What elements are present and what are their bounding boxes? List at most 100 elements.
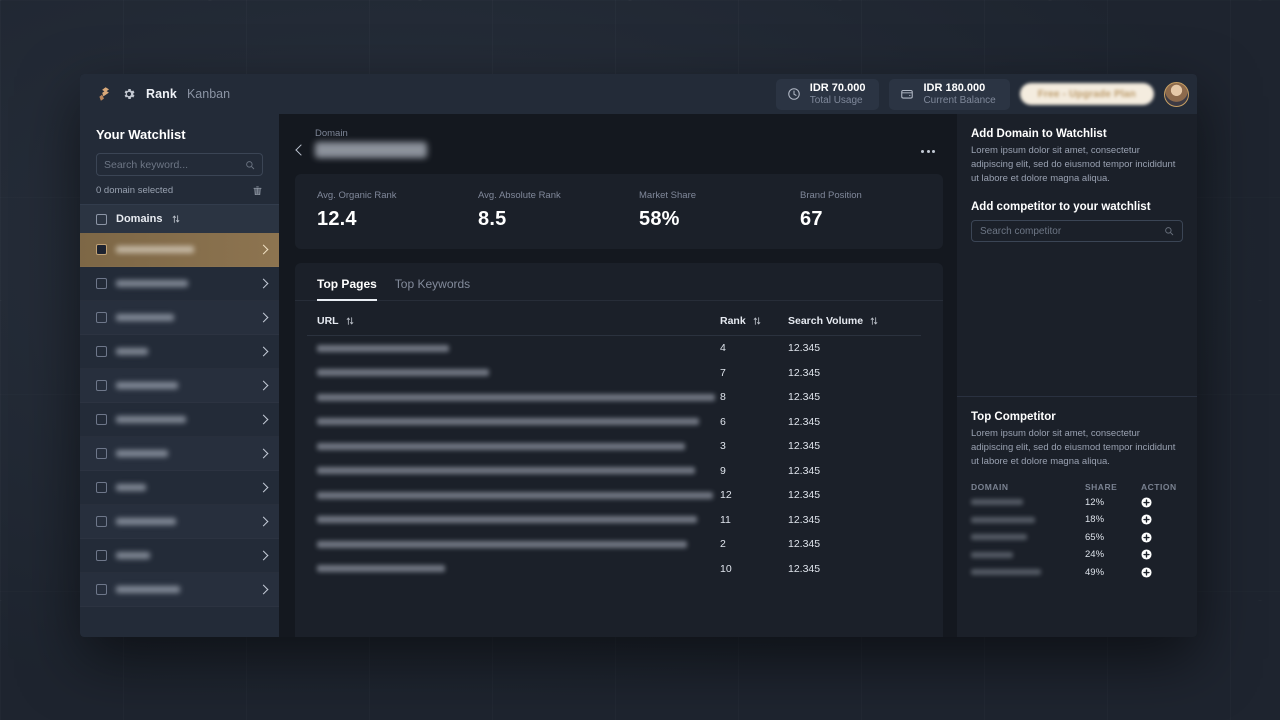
domain-list-item[interactable] [80, 437, 279, 471]
domain-list-item[interactable] [80, 505, 279, 539]
plus-circle-icon[interactable] [1141, 549, 1152, 560]
app-subtitle[interactable]: Kanban [186, 87, 231, 101]
domain-list-item[interactable] [80, 403, 279, 437]
tab-top-keywords[interactable]: Top Keywords [394, 277, 471, 291]
tab-bar[interactable]: Top Pages Top Keywords [295, 263, 943, 301]
cell-competitor-domain [971, 534, 1085, 541]
domain-checkbox[interactable] [96, 278, 107, 289]
domain-checkbox[interactable] [96, 550, 107, 561]
chevron-right-icon[interactable] [258, 312, 269, 323]
table-header: URL Rank Search Volume [307, 315, 921, 336]
domain-checkbox[interactable] [96, 414, 107, 425]
chevron-right-icon[interactable] [258, 482, 269, 493]
watchlist-title: Your Watchlist [96, 127, 186, 142]
table-row[interactable]: 12 12.345 [307, 483, 921, 508]
avatar[interactable] [1164, 81, 1189, 107]
domain-name-redacted [116, 586, 180, 593]
plus-circle-icon[interactable] [1141, 567, 1152, 578]
competitor-row[interactable]: 49% [971, 564, 1183, 582]
stat-card: Market Share 58% [621, 190, 782, 231]
add-domain-desc: Lorem ipsum dolor sit amet, consectetur … [971, 145, 1176, 184]
chevron-right-icon[interactable] [258, 278, 269, 289]
table-row[interactable]: 10 12.345 [307, 557, 921, 582]
keyword-search[interactable] [96, 153, 263, 176]
stat-label: Brand Position [800, 190, 862, 201]
table-row[interactable]: 9 12.345 [307, 459, 921, 484]
trash-icon[interactable] [252, 185, 263, 196]
tab-top-pages[interactable]: Top Pages [317, 277, 377, 301]
chevron-right-icon[interactable] [258, 346, 269, 357]
domain-list-item[interactable] [80, 539, 279, 573]
domain-list[interactable] [80, 233, 279, 637]
domain-checkbox[interactable] [96, 584, 107, 595]
table-row[interactable]: 11 12.345 [307, 508, 921, 533]
chevron-right-icon[interactable] [258, 244, 269, 255]
plus-circle-icon[interactable] [1141, 532, 1152, 543]
column-rank[interactable]: Rank [720, 315, 788, 327]
domain-name-redacted [116, 280, 188, 287]
domain-list-item[interactable] [80, 369, 279, 403]
chevron-right-icon[interactable] [258, 584, 269, 595]
search-input[interactable] [104, 158, 239, 171]
select-all-checkbox[interactable] [96, 213, 107, 225]
column-url[interactable]: URL [307, 315, 720, 327]
competitor-row[interactable]: 18% [971, 511, 1183, 529]
gear-icon[interactable] [122, 87, 136, 101]
sort-icon[interactable] [869, 316, 879, 326]
brand[interactable]: Rank Kanban [96, 86, 230, 102]
top-competitor-desc: Lorem ipsum dolor sit amet, consectetur … [971, 428, 1176, 467]
plus-circle-icon[interactable] [1141, 514, 1152, 525]
competitor-row[interactable]: 65% [971, 529, 1183, 547]
domain-checkbox[interactable] [96, 346, 107, 357]
competitor-search[interactable] [971, 220, 1183, 243]
domain-checkbox[interactable] [96, 516, 107, 527]
domain-list-item[interactable] [80, 233, 279, 267]
domain-list-item[interactable] [80, 335, 279, 369]
column-search-volume[interactable]: Search Volume [788, 315, 921, 327]
chevron-right-icon[interactable] [258, 516, 269, 527]
sort-icon[interactable] [171, 214, 181, 224]
current-balance-chip[interactable]: IDR 180.000 Current Balance [889, 78, 1010, 110]
domain-checkbox[interactable] [96, 312, 107, 323]
add-domain-section: Add Domain to Watchlist Lorem ipsum dolo… [957, 114, 1197, 258]
chevron-right-icon[interactable] [258, 448, 269, 459]
sort-icon[interactable] [752, 316, 762, 326]
total-usage-chip[interactable]: IDR 70.000 Total Usage [775, 78, 880, 110]
domain-checkbox[interactable] [96, 244, 107, 255]
domains-header[interactable]: Domains [80, 204, 279, 233]
sort-icon[interactable] [345, 316, 355, 326]
competitor-row[interactable]: 12% [971, 494, 1183, 512]
cell-search-volume: 12.345 [788, 489, 821, 502]
domain-list-item[interactable] [80, 471, 279, 505]
cell-url [307, 393, 720, 401]
chevron-right-icon[interactable] [258, 380, 269, 391]
chevron-right-icon[interactable] [258, 550, 269, 561]
more-options-icon[interactable] [921, 150, 935, 153]
add-domain-title: Add Domain to Watchlist [971, 128, 1107, 140]
competitor-row[interactable]: 24% [971, 546, 1183, 564]
column-url-label: URL [317, 315, 339, 327]
stat-value: 67 [800, 208, 823, 230]
cell-competitor-share: 18% [1085, 514, 1105, 526]
competitor-search-input[interactable] [980, 225, 1158, 237]
table-row[interactable]: 4 12.345 [307, 336, 921, 361]
chevron-right-icon[interactable] [258, 414, 269, 425]
cell-competitor-action [1141, 497, 1183, 508]
table-row[interactable]: 6 12.345 [307, 410, 921, 435]
domain-list-item[interactable] [80, 267, 279, 301]
domain-checkbox[interactable] [96, 482, 107, 493]
domain-list-item[interactable] [80, 573, 279, 607]
table-row[interactable]: 3 12.345 [307, 434, 921, 459]
plus-circle-icon[interactable] [1141, 497, 1152, 508]
back-chevron-icon[interactable] [295, 144, 307, 156]
competitor-domain-redacted [971, 534, 1027, 541]
table-row[interactable]: 2 12.345 [307, 532, 921, 557]
domain-checkbox[interactable] [96, 380, 107, 391]
domain-checkbox[interactable] [96, 448, 107, 459]
domain-list-item[interactable] [80, 301, 279, 335]
table-row[interactable]: 7 12.345 [307, 361, 921, 386]
stat-card: Brand Position 67 [782, 190, 943, 231]
stat-value: 12.4 [317, 208, 357, 230]
upgrade-plan-button[interactable]: Free - Upgrade Plan [1019, 83, 1154, 105]
table-row[interactable]: 8 12.345 [307, 385, 921, 410]
